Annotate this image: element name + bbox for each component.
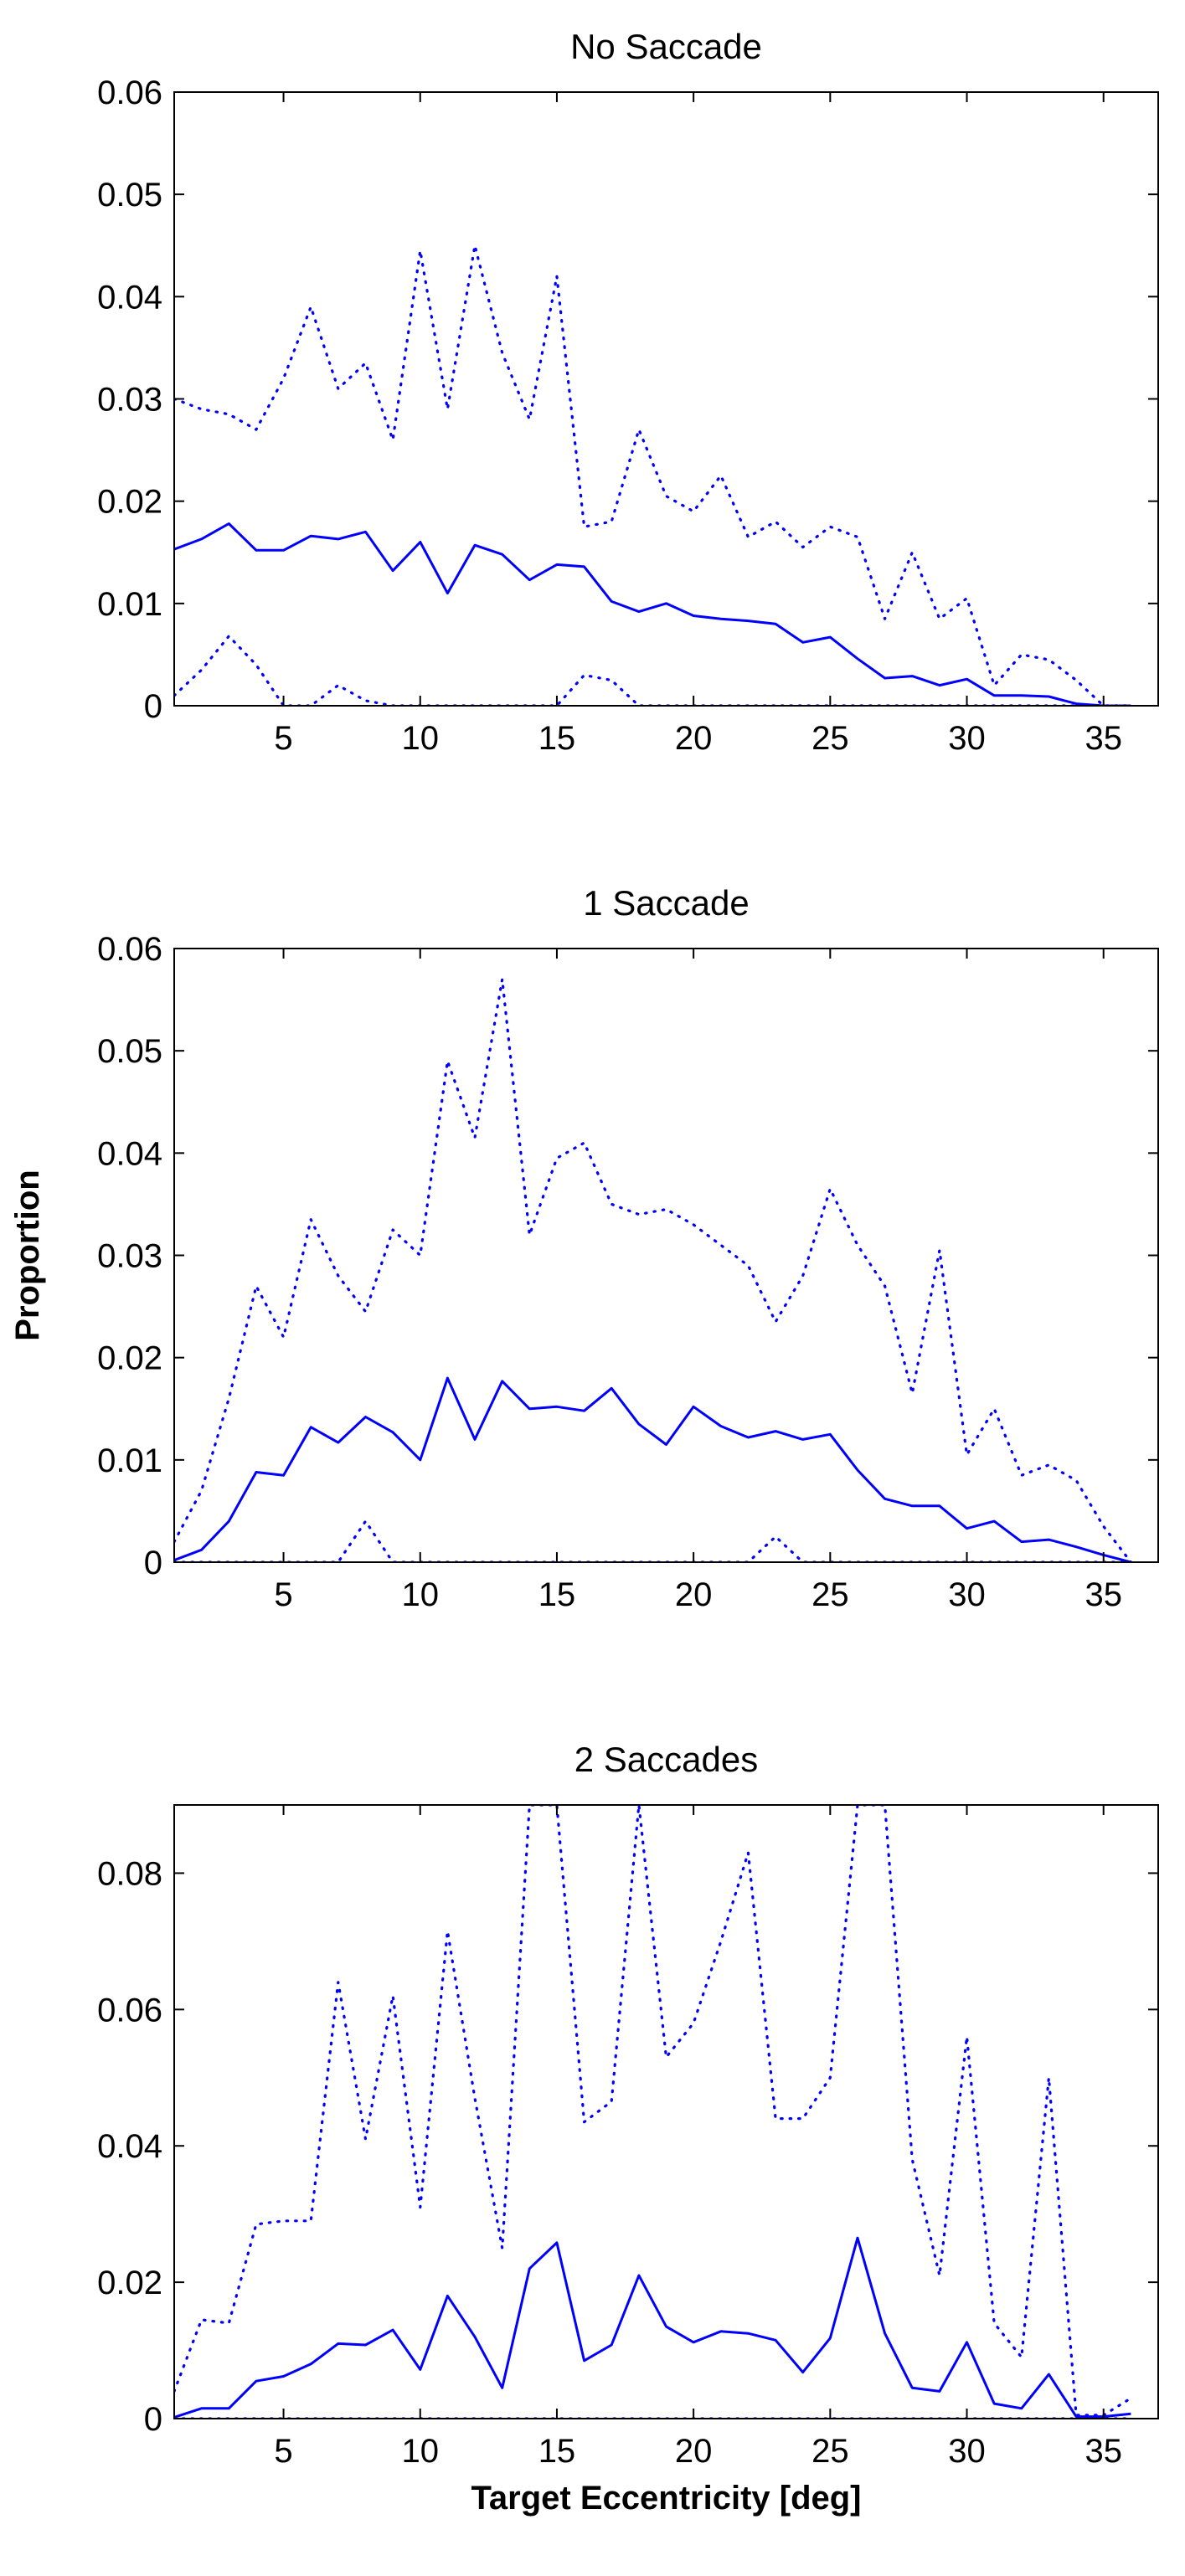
y-tick-label: 0 (144, 1545, 162, 1581)
x-tick-label: 20 (675, 2433, 713, 2470)
x-tick-label: 30 (948, 720, 986, 757)
chart-title: 2 Saccades (574, 1740, 758, 1779)
series-group (174, 244, 1133, 706)
chart-2-saccades: 5 10 15 20 25 30 35 0 0.02 0.04 0.06 0.08 2 Saccades… (97, 1740, 1159, 2517)
y-tick-label: 0.06 (97, 75, 162, 111)
series-group (174, 978, 1133, 1562)
x-tick-label: 30 (948, 1576, 986, 1613)
x-tick-label: 10 (402, 1576, 440, 1613)
axes-frame (173, 1804, 1159, 2419)
y-tick-label: 0.04 (97, 279, 162, 316)
y-tick-label: 0.04 (97, 1135, 162, 1172)
y-tick-label: 0.06 (97, 1992, 162, 2028)
series-line-lower (174, 635, 1133, 706)
x-tick-label: 30 (948, 2433, 986, 2470)
x-tick-label: 15 (538, 2433, 576, 2470)
chart-no-saccade: 5 10 15 20 25 30 35 0 0.01 0.02 0.03 0.04 0.05 0.06 No… (97, 27, 1159, 757)
x-axis-label: Target Eccentricity [deg] (471, 2480, 861, 2517)
x-tick-label: 10 (402, 2433, 440, 2470)
x-tick-label: 35 (1085, 720, 1122, 757)
x-tick-label: 25 (811, 720, 849, 757)
x-tick-label: 25 (811, 1576, 849, 1613)
series-line-upper (174, 244, 1133, 706)
y-tick-label: 0.02 (97, 1340, 162, 1377)
y-tick-label: 0.04 (97, 2128, 162, 2165)
axes-frame (173, 91, 1159, 707)
axes-frame (173, 948, 1159, 1563)
y-tick-label: 0.02 (97, 2265, 162, 2301)
y-axis-label: Proportion (9, 1170, 46, 1340)
y-tick-label: 0 (144, 2401, 162, 2438)
x-tick-label: 10 (402, 720, 440, 757)
x-tick-label: 25 (811, 2433, 849, 2470)
x-tick-label: 15 (538, 1576, 576, 1613)
x-tick-label: 5 (274, 2433, 292, 2470)
series-line-lower (174, 1519, 1133, 1562)
x-tick-label: 5 (274, 1576, 292, 1613)
series-line-upper (174, 1805, 1133, 2417)
y-tick-label: 0.01 (97, 1442, 162, 1479)
series-group (174, 1805, 1133, 2419)
chart-title: No Saccade (570, 27, 762, 66)
x-tick-label: 20 (675, 1576, 713, 1613)
y-tick-label: 0.03 (97, 382, 162, 419)
x-tick-label: 15 (538, 720, 576, 757)
chart-title: 1 Saccade (583, 883, 749, 923)
chart-1-saccade: 5 10 15 20 25 30 35 0 0.01 0.02 0.03 0.04 0.05 0.06 1 … (9, 883, 1159, 1613)
y-tick-label: 0.05 (97, 1033, 162, 1070)
series-line-upper (174, 978, 1133, 1562)
y-tick-label: 0.06 (97, 931, 162, 968)
x-tick-label: 35 (1085, 2433, 1122, 2470)
y-tick-label: 0 (144, 688, 162, 725)
series-line-mean (174, 522, 1131, 706)
y-tick-label: 0.01 (97, 586, 162, 623)
x-tick-label: 35 (1085, 1576, 1122, 1613)
series-line-mean (174, 1376, 1131, 1562)
y-tick-label: 0.05 (97, 177, 162, 213)
y-tick-label: 0.02 (97, 484, 162, 521)
x-tick-label: 5 (274, 720, 292, 757)
y-tick-label: 0.03 (97, 1238, 162, 1275)
series-line-mean (174, 2236, 1131, 2419)
x-tick-label: 20 (675, 720, 713, 757)
y-tick-label: 0.08 (97, 1855, 162, 1892)
